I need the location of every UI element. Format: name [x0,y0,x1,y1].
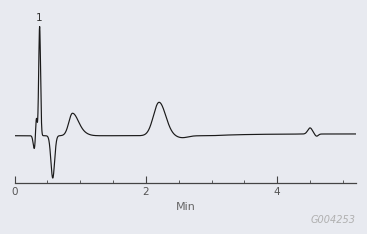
Text: 1: 1 [36,13,43,23]
X-axis label: Min: Min [175,201,195,212]
Text: G004253: G004253 [311,215,356,225]
